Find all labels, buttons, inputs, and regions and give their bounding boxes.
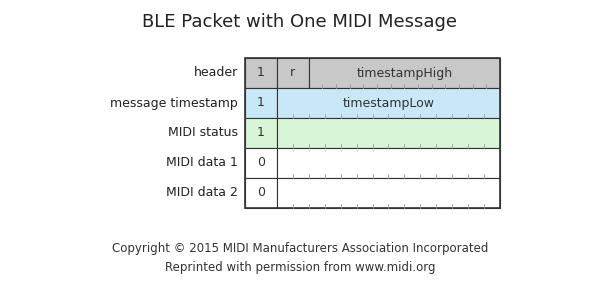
Text: 1: 1 bbox=[257, 97, 265, 110]
Bar bbox=[277, 178, 500, 208]
Text: 0: 0 bbox=[257, 157, 265, 169]
Bar bbox=[277, 58, 309, 88]
Text: MIDI data 2: MIDI data 2 bbox=[166, 186, 238, 200]
Text: MIDI status: MIDI status bbox=[168, 126, 238, 139]
Bar bbox=[277, 88, 500, 118]
Text: Copyright © 2015 MIDI Manufacturers Association Incorporated
Reprinted with perm: Copyright © 2015 MIDI Manufacturers Asso… bbox=[112, 242, 488, 274]
Text: 0: 0 bbox=[257, 186, 265, 200]
Bar bbox=[245, 178, 277, 208]
Bar bbox=[245, 118, 277, 148]
Text: r: r bbox=[290, 66, 295, 79]
Text: 1: 1 bbox=[257, 126, 265, 139]
Text: message timestamp: message timestamp bbox=[110, 97, 238, 110]
Text: timestampLow: timestampLow bbox=[343, 97, 434, 110]
Bar bbox=[277, 148, 500, 178]
Bar bbox=[245, 148, 277, 178]
Text: MIDI data 1: MIDI data 1 bbox=[166, 157, 238, 169]
Text: timestampHigh: timestampHigh bbox=[356, 66, 452, 79]
Bar bbox=[277, 118, 500, 148]
Bar bbox=[309, 58, 500, 88]
Text: 1: 1 bbox=[257, 66, 265, 79]
Text: BLE Packet with One MIDI Message: BLE Packet with One MIDI Message bbox=[143, 13, 458, 31]
Bar bbox=[245, 58, 500, 208]
Text: header: header bbox=[194, 66, 238, 79]
Bar bbox=[245, 88, 277, 118]
Bar bbox=[245, 58, 277, 88]
